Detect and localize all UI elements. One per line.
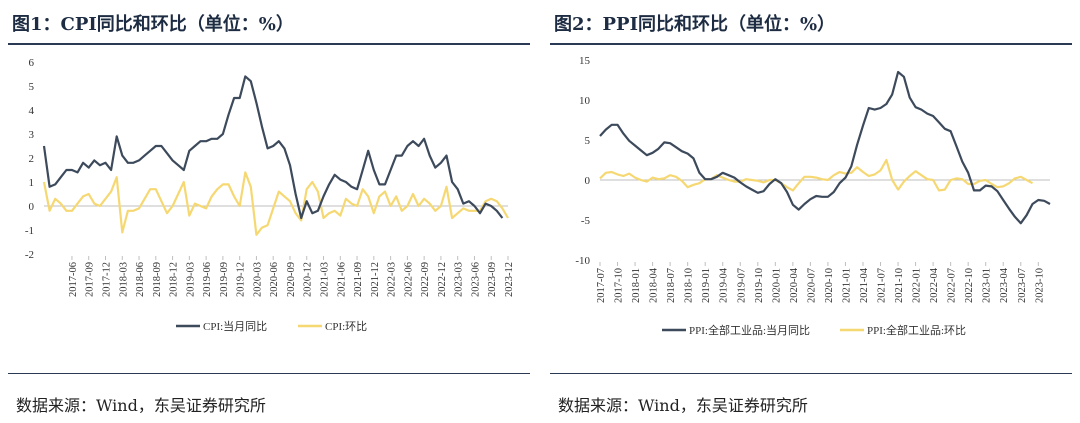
cpi-y-tick-label: -2 — [25, 249, 34, 261]
cpi-x-tick-label: 2023-03 — [454, 262, 465, 297]
cpi-x-tick-label: 2017-09 — [85, 262, 96, 297]
cpi-x-tick-label: 2021-06 — [336, 262, 347, 297]
cpi-x-tick-label: 2018-09 — [152, 262, 163, 297]
cpi-y-tick-label: 3 — [29, 129, 35, 141]
cpi-top-rule — [8, 43, 530, 45]
cpi-chart-panel: 图1：CPI同比和环比（单位：%） -2 -1 0 1 2 3 4 5 6 2017-06 2017… — [8, 0, 538, 423]
cpi-x-tick-label: 2023-06 — [470, 262, 481, 297]
ppi-x-tick-label: 2020-04 — [789, 267, 800, 303]
cpi-x-tick-label: 2023-09 — [487, 262, 498, 297]
cpi-x-tick-label: 2022-12 — [437, 262, 448, 297]
ppi-x-tick-label: 2020-07 — [806, 268, 817, 303]
ppi-x-tick-label: 2020-10 — [824, 268, 835, 303]
cpi-legend-label: CPI:当月同比 — [203, 319, 267, 333]
ppi-y-tick-label: 0 — [585, 175, 591, 187]
cpi-x-tick-label: 2022-06 — [403, 262, 414, 297]
cpi-legend-label: CPI:环比 — [325, 320, 367, 333]
ppi-chart-title: 图2：PPI同比和环比（单位：%） — [554, 14, 836, 35]
ppi-bottom-rule — [550, 373, 1072, 374]
cpi-y-tick-label: 6 — [29, 57, 35, 69]
ppi-chart-source: 数据来源：Wind，东吴证券研究所 — [558, 396, 808, 415]
cpi-x-tick-label: 2018-12 — [169, 262, 180, 297]
ppi-x-tick-label: 2019-10 — [754, 268, 765, 303]
ppi-x-tick-label: 2021-01 — [841, 268, 852, 303]
cpi-x-tick-label: 2019-09 — [219, 262, 230, 297]
ppi-x-tick-label: 2022-07 — [947, 268, 958, 303]
ppi-series-line-yoy — [599, 70, 1051, 225]
ppi-top-rule — [550, 43, 1072, 45]
cpi-y-tick-label: 0 — [29, 201, 35, 213]
ppi-x-tick-label: 2018-01 — [631, 268, 642, 303]
cpi-x-tick-label: 2020-12 — [303, 262, 314, 297]
cpi-x-tick-label: 2019-06 — [202, 262, 213, 297]
cpi-chart-title: 图1：CPI同比和环比（单位：%） — [12, 14, 294, 35]
ppi-chart: -10 -5 0 5 10 15 2017-07 2017-10 2018-01 2018-04 2… — [575, 55, 1051, 337]
cpi-y-tick-label: 5 — [29, 81, 35, 93]
ppi-x-tick-label: 2019-01 — [701, 268, 712, 303]
ppi-y-tick-label: -5 — [581, 215, 591, 227]
ppi-x-tick-label: 2023-10 — [1034, 268, 1045, 303]
cpi-y-tick-label: 2 — [29, 153, 35, 165]
cpi-chart: -2 -1 0 1 2 3 4 5 6 2017-06 2017-09 2017-12 2018-03 2… — [25, 57, 515, 333]
ppi-x-tick-label: 2022-04 — [929, 267, 940, 303]
cpi-series-line-mom — [42, 171, 509, 236]
ppi-y-tick-label: 10 — [579, 95, 591, 107]
cpi-x-tick-label: 2019-03 — [185, 262, 196, 297]
ppi-x-tick-label: 2021-04 — [859, 267, 870, 303]
cpi-x-tick-label: 2020-03 — [252, 262, 263, 297]
ppi-y-tick-label: -10 — [575, 255, 590, 267]
cpi-x-tick-label: 2019-12 — [236, 262, 247, 297]
ppi-x-tick-label: 2019-04 — [719, 267, 730, 303]
cpi-x-tick-label: 2017-12 — [101, 262, 112, 297]
ppi-series-line-mom — [599, 158, 1034, 192]
ppi-x-tick-label: 2018-07 — [666, 268, 677, 303]
cpi-x-tick-label: 2022-03 — [387, 262, 398, 297]
cpi-x-tick-label: 2022-09 — [420, 262, 431, 297]
cpi-y-tick-label: 1 — [29, 177, 35, 189]
cpi-y-tick-label: -1 — [25, 225, 34, 237]
cpi-x-tick-label: 2018-06 — [135, 262, 146, 297]
cpi-x-tick-label: 2021-12 — [370, 262, 381, 297]
ppi-y-tick-label: 15 — [579, 55, 591, 67]
cpi-x-tick-label: 2017-06 — [68, 262, 79, 297]
cpi-x-tick-label: 2023-12 — [504, 262, 515, 297]
ppi-x-tick-label: 2023-04 — [999, 267, 1010, 303]
ppi-x-tick-label: 2023-01 — [982, 268, 993, 303]
ppi-x-tick-label: 2020-01 — [771, 268, 782, 303]
ppi-x-tick-label: 2017-10 — [614, 268, 625, 303]
cpi-x-tick-label: 2021-09 — [353, 262, 364, 297]
ppi-legend-label: PPI:全部工业品:环比 — [867, 323, 966, 337]
ppi-x-tick-label: 2017-07 — [596, 268, 607, 303]
ppi-x-tick-label: 2022-10 — [964, 268, 975, 303]
cpi-x-tick-label: 2018-03 — [118, 262, 129, 297]
ppi-chart-panel: 图2：PPI同比和环比（单位：%） -10 -5 0 5 10 15 2017-07 2017… — [550, 0, 1080, 423]
cpi-chart-source: 数据来源：Wind，东吴证券研究所 — [16, 396, 266, 415]
cpi-x-tick-label: 2021-03 — [320, 262, 331, 297]
cpi-bottom-rule — [8, 373, 530, 374]
ppi-x-tick-label: 2021-07 — [877, 268, 888, 303]
cpi-x-tick-label: 2020-06 — [269, 262, 280, 297]
ppi-x-tick-label: 2018-10 — [684, 268, 695, 303]
cpi-series-line-yoy — [42, 75, 504, 220]
ppi-x-tick-label: 2018-04 — [649, 267, 660, 303]
ppi-x-tick-label: 2023-07 — [1017, 268, 1028, 303]
cpi-y-tick-label: 4 — [29, 105, 35, 117]
cpi-x-tick-label: 2020-09 — [286, 262, 297, 297]
ppi-legend-label: PPI:全部工业品:当月同比 — [689, 323, 810, 337]
ppi-x-tick-label: 2019-07 — [736, 268, 747, 303]
ppi-x-tick-label: 2022-01 — [912, 268, 923, 303]
ppi-y-tick-label: 5 — [585, 135, 591, 147]
ppi-x-tick-label: 2021-10 — [894, 268, 905, 303]
